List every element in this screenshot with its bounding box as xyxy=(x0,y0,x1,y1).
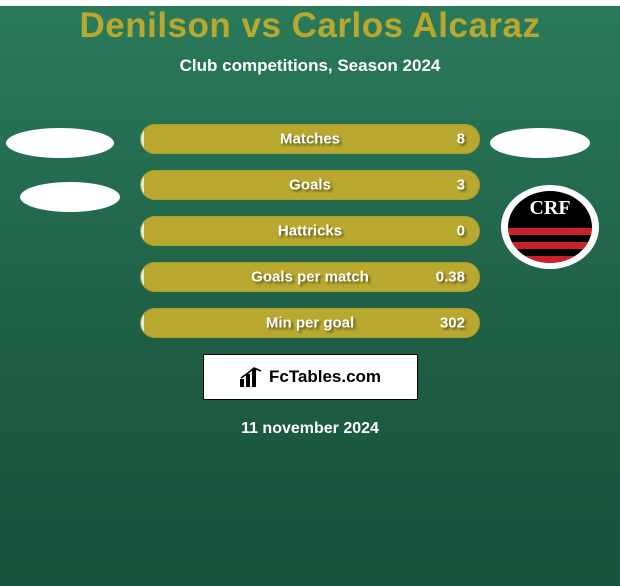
stat-label: Goals per match xyxy=(251,269,369,286)
stat-value-right: 0 xyxy=(457,223,465,240)
left-blob-1 xyxy=(6,128,114,158)
stat-value-right: 0.38 xyxy=(436,269,465,286)
stat-value-right: 302 xyxy=(440,315,465,332)
stat-row-matches: Matches 8 xyxy=(140,124,480,154)
subtitle: Club competitions, Season 2024 xyxy=(0,56,620,76)
stats-container: Matches 8 Goals 3 Hattricks 0 Goals per … xyxy=(140,124,480,338)
club-badge-icon: CRF xyxy=(500,184,600,270)
footer-date: 11 november 2024 xyxy=(0,420,620,438)
stat-row-gpm: Goals per match 0.38 xyxy=(140,262,480,292)
fctables-logo: FcTables.com xyxy=(203,354,418,400)
stat-fill xyxy=(141,309,144,337)
right-top-ellipse xyxy=(490,128,590,158)
stat-value-right: 8 xyxy=(457,131,465,148)
stat-value-right: 3 xyxy=(457,177,465,194)
stat-fill xyxy=(141,171,144,199)
stat-row-goals: Goals 3 xyxy=(140,170,480,200)
stat-fill xyxy=(141,125,144,153)
svg-text:CRF: CRF xyxy=(529,197,570,219)
stat-fill xyxy=(141,263,144,291)
stat-fill xyxy=(141,217,144,245)
bars-icon xyxy=(239,367,263,387)
stat-row-mpg: Min per goal 302 xyxy=(140,308,480,338)
stat-label: Goals xyxy=(289,177,331,194)
stat-label: Min per goal xyxy=(266,315,354,332)
stat-row-hattricks: Hattricks 0 xyxy=(140,216,480,246)
stat-label: Hattricks xyxy=(278,223,342,240)
page-title: Denilson vs Carlos Alcaraz xyxy=(0,6,620,46)
logo-text: FcTables.com xyxy=(269,367,381,387)
stat-label: Matches xyxy=(280,131,340,148)
left-blob-2 xyxy=(20,182,120,212)
